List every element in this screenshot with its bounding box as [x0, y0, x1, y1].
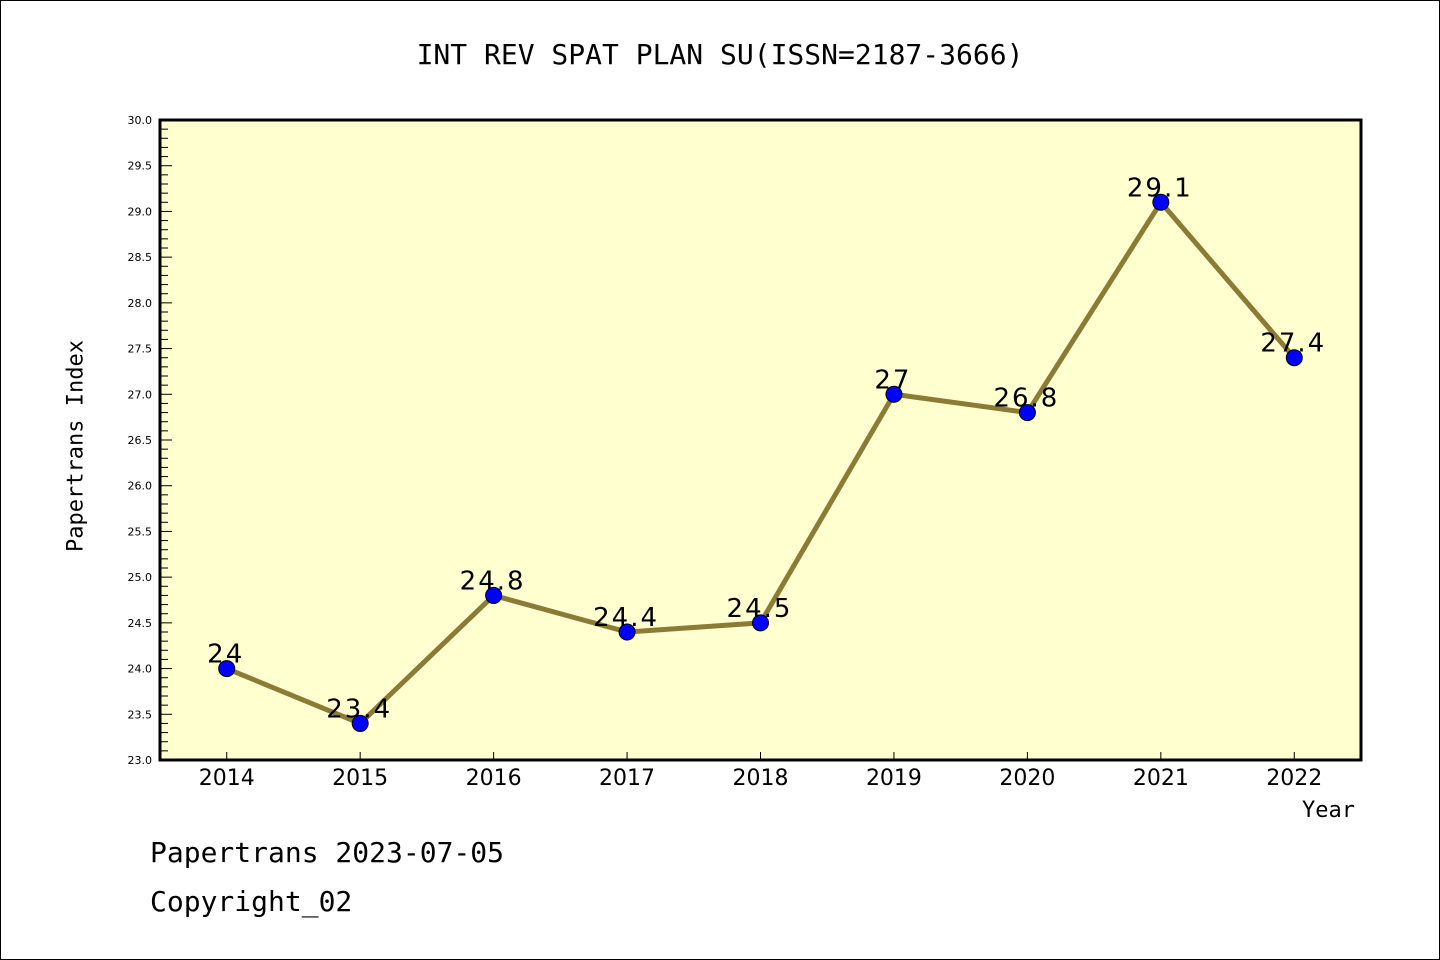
data-label: 26.8	[993, 384, 1059, 414]
y-tick-label: 23.0	[128, 754, 153, 767]
data-label: 24.8	[460, 566, 526, 596]
y-tick-label: 27.0	[128, 388, 153, 401]
data-point	[752, 614, 769, 632]
data-point	[485, 586, 503, 604]
chart-title: INT REV SPAT PLAN SU(ISSN=2187-3666)	[416, 38, 1024, 71]
data-label: 29.1	[1127, 173, 1193, 203]
data-point	[351, 714, 369, 732]
data-point	[1152, 193, 1170, 211]
plot-area	[160, 120, 1361, 760]
y-tick-label: 23.5	[128, 708, 153, 721]
data-label: 27	[874, 365, 911, 395]
data-label: 24.5	[727, 594, 793, 624]
x-tick-label: 2020	[999, 766, 1055, 791]
x-tick-label: 2017	[599, 766, 655, 791]
x-tick-label: 2016	[466, 766, 522, 791]
y-tick-label: 26.0	[128, 480, 153, 493]
data-label: 23.4	[326, 694, 392, 724]
data-point	[218, 660, 236, 678]
x-tick-label: 2014	[199, 766, 255, 791]
data-label: 24.4	[593, 603, 659, 633]
data-point	[885, 385, 903, 403]
footer-copyright: Copyright_02	[150, 885, 353, 918]
y-tick-label: 24.5	[128, 617, 153, 630]
x-axis-label: Year	[1302, 798, 1355, 823]
data-label: 27.4	[1260, 329, 1326, 359]
y-tick-label: 28.5	[128, 251, 153, 264]
x-tick-label: 2022	[1266, 766, 1322, 791]
y-tick-label: 28.0	[128, 297, 153, 310]
y-tick-label: 24.0	[128, 663, 153, 676]
data-point	[618, 623, 636, 641]
x-tick-label: 2018	[733, 766, 789, 791]
x-tick-label: 2021	[1133, 766, 1189, 791]
y-tick-label: 27.5	[128, 343, 153, 356]
y-tick-label: 29.0	[128, 205, 153, 218]
y-tick-label: 26.5	[128, 434, 153, 447]
x-tick-label: 2015	[332, 766, 388, 791]
x-tick-label: 2019	[866, 766, 922, 791]
footer-date: Papertrans 2023-07-05	[150, 836, 505, 869]
y-tick-label: 30.0	[128, 114, 153, 127]
y-tick-label: 25.0	[128, 571, 153, 584]
y-tick-label: 25.5	[128, 525, 153, 538]
data-point	[1018, 404, 1036, 422]
plot-border	[158, 118, 1363, 762]
y-tick-label: 29.5	[128, 160, 153, 173]
data-point	[1285, 349, 1303, 367]
data-label: 24	[207, 640, 244, 670]
